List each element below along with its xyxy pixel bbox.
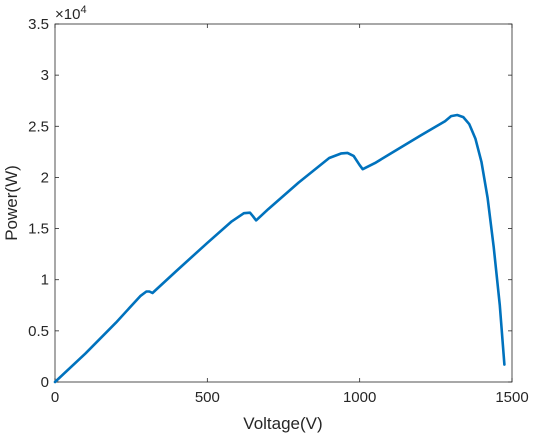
y-tick-label: 3.5 bbox=[28, 16, 49, 33]
plot-area bbox=[54, 23, 513, 383]
y-tick-label: 2.5 bbox=[28, 118, 49, 135]
x-axis-label: Voltage(V) bbox=[243, 414, 322, 433]
y-axis-label: Power(W) bbox=[2, 165, 21, 241]
ticks bbox=[54, 23, 513, 383]
y-exponent: 4 bbox=[80, 4, 86, 16]
y-tick-label: 0.5 bbox=[28, 323, 49, 340]
y-tick-label: 1.5 bbox=[28, 221, 49, 238]
x-tick-label: 1500 bbox=[495, 389, 528, 406]
y-tick-label: 2 bbox=[41, 169, 49, 186]
tick-labels: 0 500 1000 1500 0 0.5 1 1.5 2 2.5 3 3.5 bbox=[28, 16, 529, 406]
x-tick-label: 0 bbox=[51, 389, 59, 406]
y-tick-label: 0 bbox=[41, 374, 49, 391]
x-tick-label: 1000 bbox=[343, 389, 376, 406]
x-tick-label: 500 bbox=[195, 389, 220, 406]
y-multiplier-label: ×104 bbox=[55, 4, 87, 23]
series-line bbox=[53, 113, 506, 384]
series-group bbox=[53, 113, 506, 384]
y-tick-label: 3 bbox=[41, 67, 49, 84]
y-tick-label: 1 bbox=[41, 272, 49, 289]
